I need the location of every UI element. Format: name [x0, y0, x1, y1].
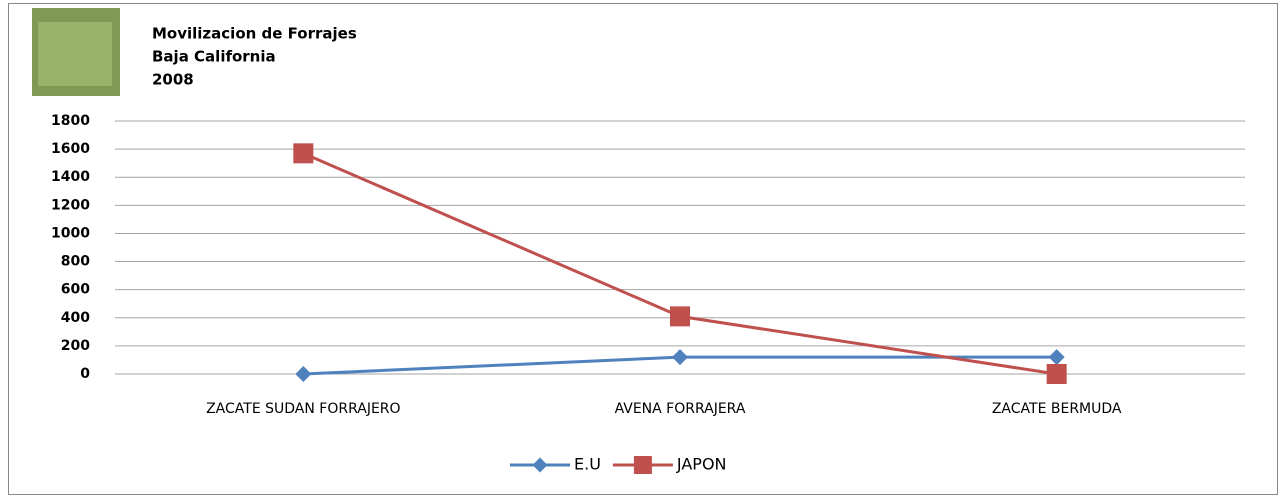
title-line: Baja California — [152, 48, 276, 66]
title-line: 2008 — [152, 71, 194, 89]
y-tick-label: 0 — [80, 366, 90, 382]
y-tick-label: 400 — [61, 310, 90, 326]
legend-label: JAPON — [676, 455, 727, 474]
marker — [1048, 349, 1065, 366]
legend-label: E.U — [574, 455, 601, 474]
y-tick-label: 200 — [61, 338, 90, 354]
marker — [670, 306, 690, 327]
y-tick-label: 1200 — [51, 197, 90, 213]
title-line: Movilizacion de Forrajes — [152, 25, 357, 43]
hay-image-detail — [38, 22, 112, 86]
y-tick-label: 800 — [61, 254, 90, 270]
y-tick-label: 1000 — [51, 225, 90, 241]
marker — [295, 366, 312, 382]
chart-frame — [8, 3, 1278, 495]
marker — [1046, 364, 1067, 384]
marker — [532, 457, 548, 473]
y-tick-label: 1800 — [51, 113, 90, 129]
x-tick-label: ZACATE SUDAN FORRAJERO — [206, 401, 400, 417]
y-tick-label: 1400 — [51, 169, 90, 185]
x-tick-label: AVENA FORRAJERA — [615, 401, 746, 417]
y-tick-label: 600 — [61, 282, 90, 298]
x-tick-label: ZACATE BERMUDA — [992, 401, 1122, 417]
y-tick-label: 1600 — [51, 141, 90, 157]
marker — [293, 143, 314, 164]
marker — [633, 456, 652, 474]
marker — [672, 349, 688, 366]
